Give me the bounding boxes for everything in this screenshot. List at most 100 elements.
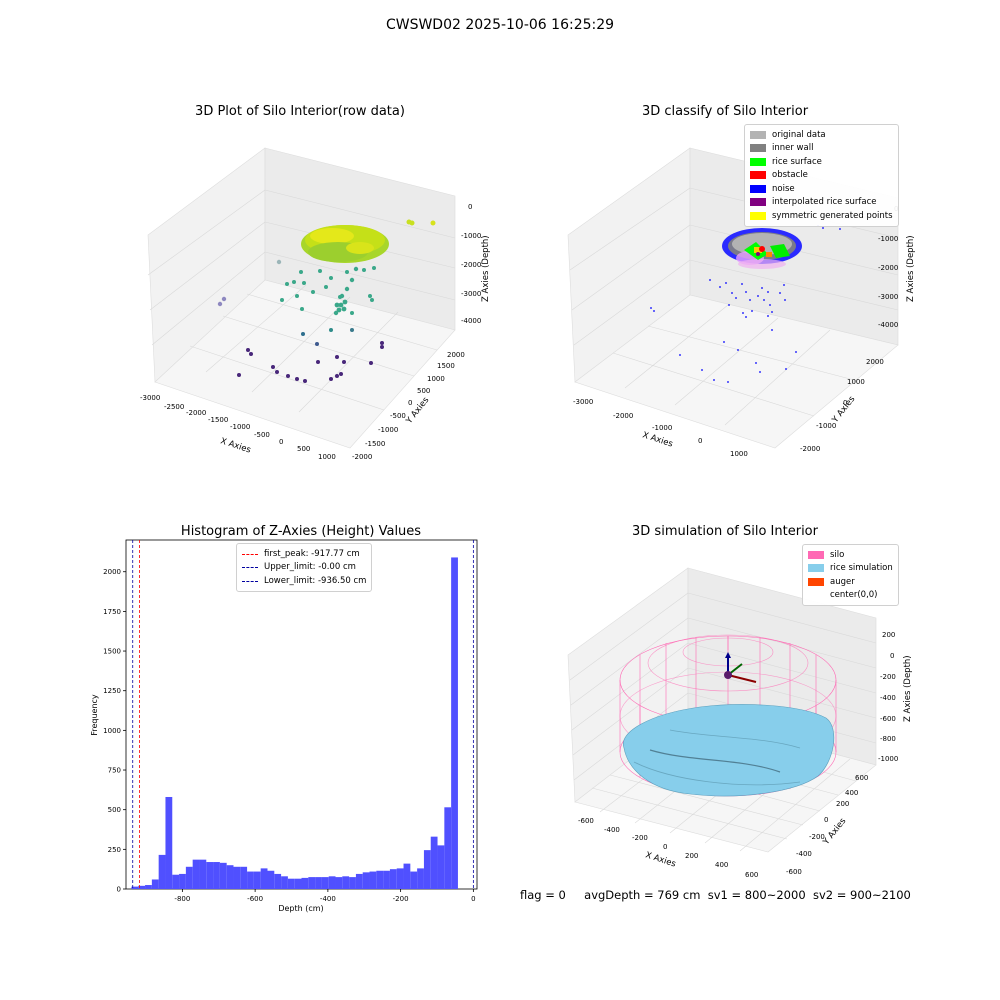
sim-y-tick: -200 (809, 833, 825, 841)
sim-y-tick: 600 (855, 774, 868, 782)
raw-y-tick: 500 (417, 387, 430, 395)
histogram-bar (369, 871, 377, 889)
legend-line (242, 580, 258, 582)
histogram-bar (253, 871, 261, 889)
legend-item: Lower_limit: -936.50 cm (242, 574, 366, 588)
legend-item: center(0,0) (808, 589, 893, 603)
cls-z-tick: -1000 (878, 235, 898, 243)
histogram-bar (240, 866, 248, 889)
legend-label: first_peak: -917.77 cm (264, 548, 360, 559)
cls-y-tick: 1000 (847, 378, 865, 386)
cls-x-tick: 1000 (730, 450, 748, 458)
raw-y-tick: -1000 (378, 426, 398, 434)
histogram-bar (451, 557, 458, 889)
sim-z-tick: -800 (880, 735, 896, 743)
sim-x-tick: 0 (663, 843, 667, 851)
auger-center-marker (724, 652, 757, 683)
sim-y-tick: 400 (845, 789, 858, 797)
histogram-bar (281, 876, 288, 889)
raw-data-3d-plot: -3000 -2500 -2000 -1500 -1000 -500 0 500… (140, 147, 491, 461)
legend-label: silo (830, 549, 845, 560)
legend-line (242, 567, 258, 569)
y-tick-label: 750 (108, 767, 121, 775)
legend-item: Upper_limit: -0.00 cm (242, 561, 366, 575)
legend-label: obstacle (772, 170, 808, 181)
raw-x-tick: -2500 (164, 403, 184, 411)
legend-item: silo (808, 548, 893, 562)
y-tick-label: 1750 (103, 608, 121, 616)
histogram-legend: first_peak: -917.77 cm Upper_limit: -0.0… (236, 543, 373, 592)
figure-title: CWSWD02 2025-10-06 16:25:29 (385, 17, 615, 33)
legend-label: original data (772, 129, 826, 140)
y-tick-label: 0 (117, 886, 121, 894)
raw-3d-axes-box (147, 147, 456, 449)
legend-swatch (750, 171, 766, 180)
sim-y-tick: 200 (836, 800, 849, 808)
raw-y-tick: -1500 (365, 440, 385, 448)
y-tick-label: 1250 (103, 687, 121, 695)
legend-label: rice surface (772, 156, 822, 167)
legend-label: Lower_limit: -936.50 cm (264, 575, 367, 586)
cls-x-axis-label: X Axies (641, 430, 674, 449)
histogram-bar (294, 878, 302, 889)
raw-z-tick: 0 (468, 203, 472, 211)
sim-z-tick: 200 (882, 631, 895, 639)
panel2-title: 3D classify of Silo Interior (641, 104, 809, 119)
legend-item: rice simulation (808, 562, 893, 576)
legend-label: symmetric generated points (772, 210, 893, 221)
sim-z-tick: -600 (880, 715, 896, 723)
cls-x-tick: -3000 (573, 398, 593, 406)
y-tick-label: 1000 (103, 727, 121, 735)
legend-label: center(0,0) (830, 590, 878, 601)
histogram-bars (131, 557, 458, 889)
x-tick-label: -800 (174, 895, 190, 903)
y-tick-label: 250 (108, 846, 121, 854)
simulation-3d-tick-labels: -600 -400 -200 0 200 400 600 -600 -400 -… (578, 631, 898, 879)
raw-y-tick: -500 (390, 412, 406, 420)
histogram-bar (410, 871, 418, 889)
histogram-bar (138, 885, 146, 889)
raw-x-tick: 500 (297, 445, 310, 453)
legend-item: interpolated rice surface (750, 196, 893, 210)
histogram-bar (199, 859, 207, 889)
legend-label: interpolated rice surface (772, 197, 877, 208)
sv1-text: sv1 = 800~2000 (707, 888, 806, 902)
legend-item: noise (750, 182, 893, 196)
raw-y-tick: 1000 (427, 375, 445, 383)
sim-x-tick: -200 (632, 834, 648, 842)
histogram-bar (376, 870, 384, 889)
raw-z-tick: -2000 (461, 261, 481, 269)
legend-item: symmetric generated points (750, 209, 893, 223)
raw-y-tick: 0 (408, 399, 412, 407)
cls-x-tick: 0 (698, 437, 702, 445)
classify-legend: original data inner wall rice surface ob… (744, 124, 899, 227)
histogram-bar (179, 873, 186, 889)
histogram-bar (430, 836, 438, 889)
sim-z-tick: -1000 (878, 755, 898, 763)
histogram-bar (206, 862, 214, 889)
histogram-bar (219, 862, 227, 889)
histogram-bar (355, 873, 363, 889)
legend-item: first_peak: -917.77 cm (242, 547, 366, 561)
histogram-bar (287, 878, 295, 889)
rice-simulation-surface (622, 704, 835, 797)
sim-x-tick: 600 (745, 871, 758, 879)
legend-swatch (808, 577, 824, 586)
legend-swatch (750, 130, 766, 139)
status-footer: flag = 0 avgDepth = 769 cm sv1 = 800~200… (520, 888, 911, 902)
simulation-legend: silo rice simulation auger center(0,0) (802, 544, 899, 606)
avg-depth-text: avgDepth = 769 cm (584, 888, 701, 902)
cls-y-tick: -1000 (816, 422, 836, 430)
histogram-bar (213, 862, 220, 889)
histogram-x-axis-label: Depth (cm) (278, 904, 323, 913)
legend-item: obstacle (750, 169, 893, 183)
classify-3d-plot: -3000 -2000 -1000 0 1000 -2000 -1000 0 1… (567, 147, 916, 458)
raw-y-tick: -2000 (352, 453, 372, 461)
histogram-x-ticks: -800 -600 -400 -200 0 (174, 889, 476, 903)
histogram-bar (342, 876, 350, 889)
raw-x-tick: -1000 (230, 423, 250, 431)
legend-item: original data (750, 128, 893, 142)
histogram-bar (226, 865, 234, 889)
legend-item: inner wall (750, 142, 893, 156)
histogram-bar (383, 870, 390, 889)
